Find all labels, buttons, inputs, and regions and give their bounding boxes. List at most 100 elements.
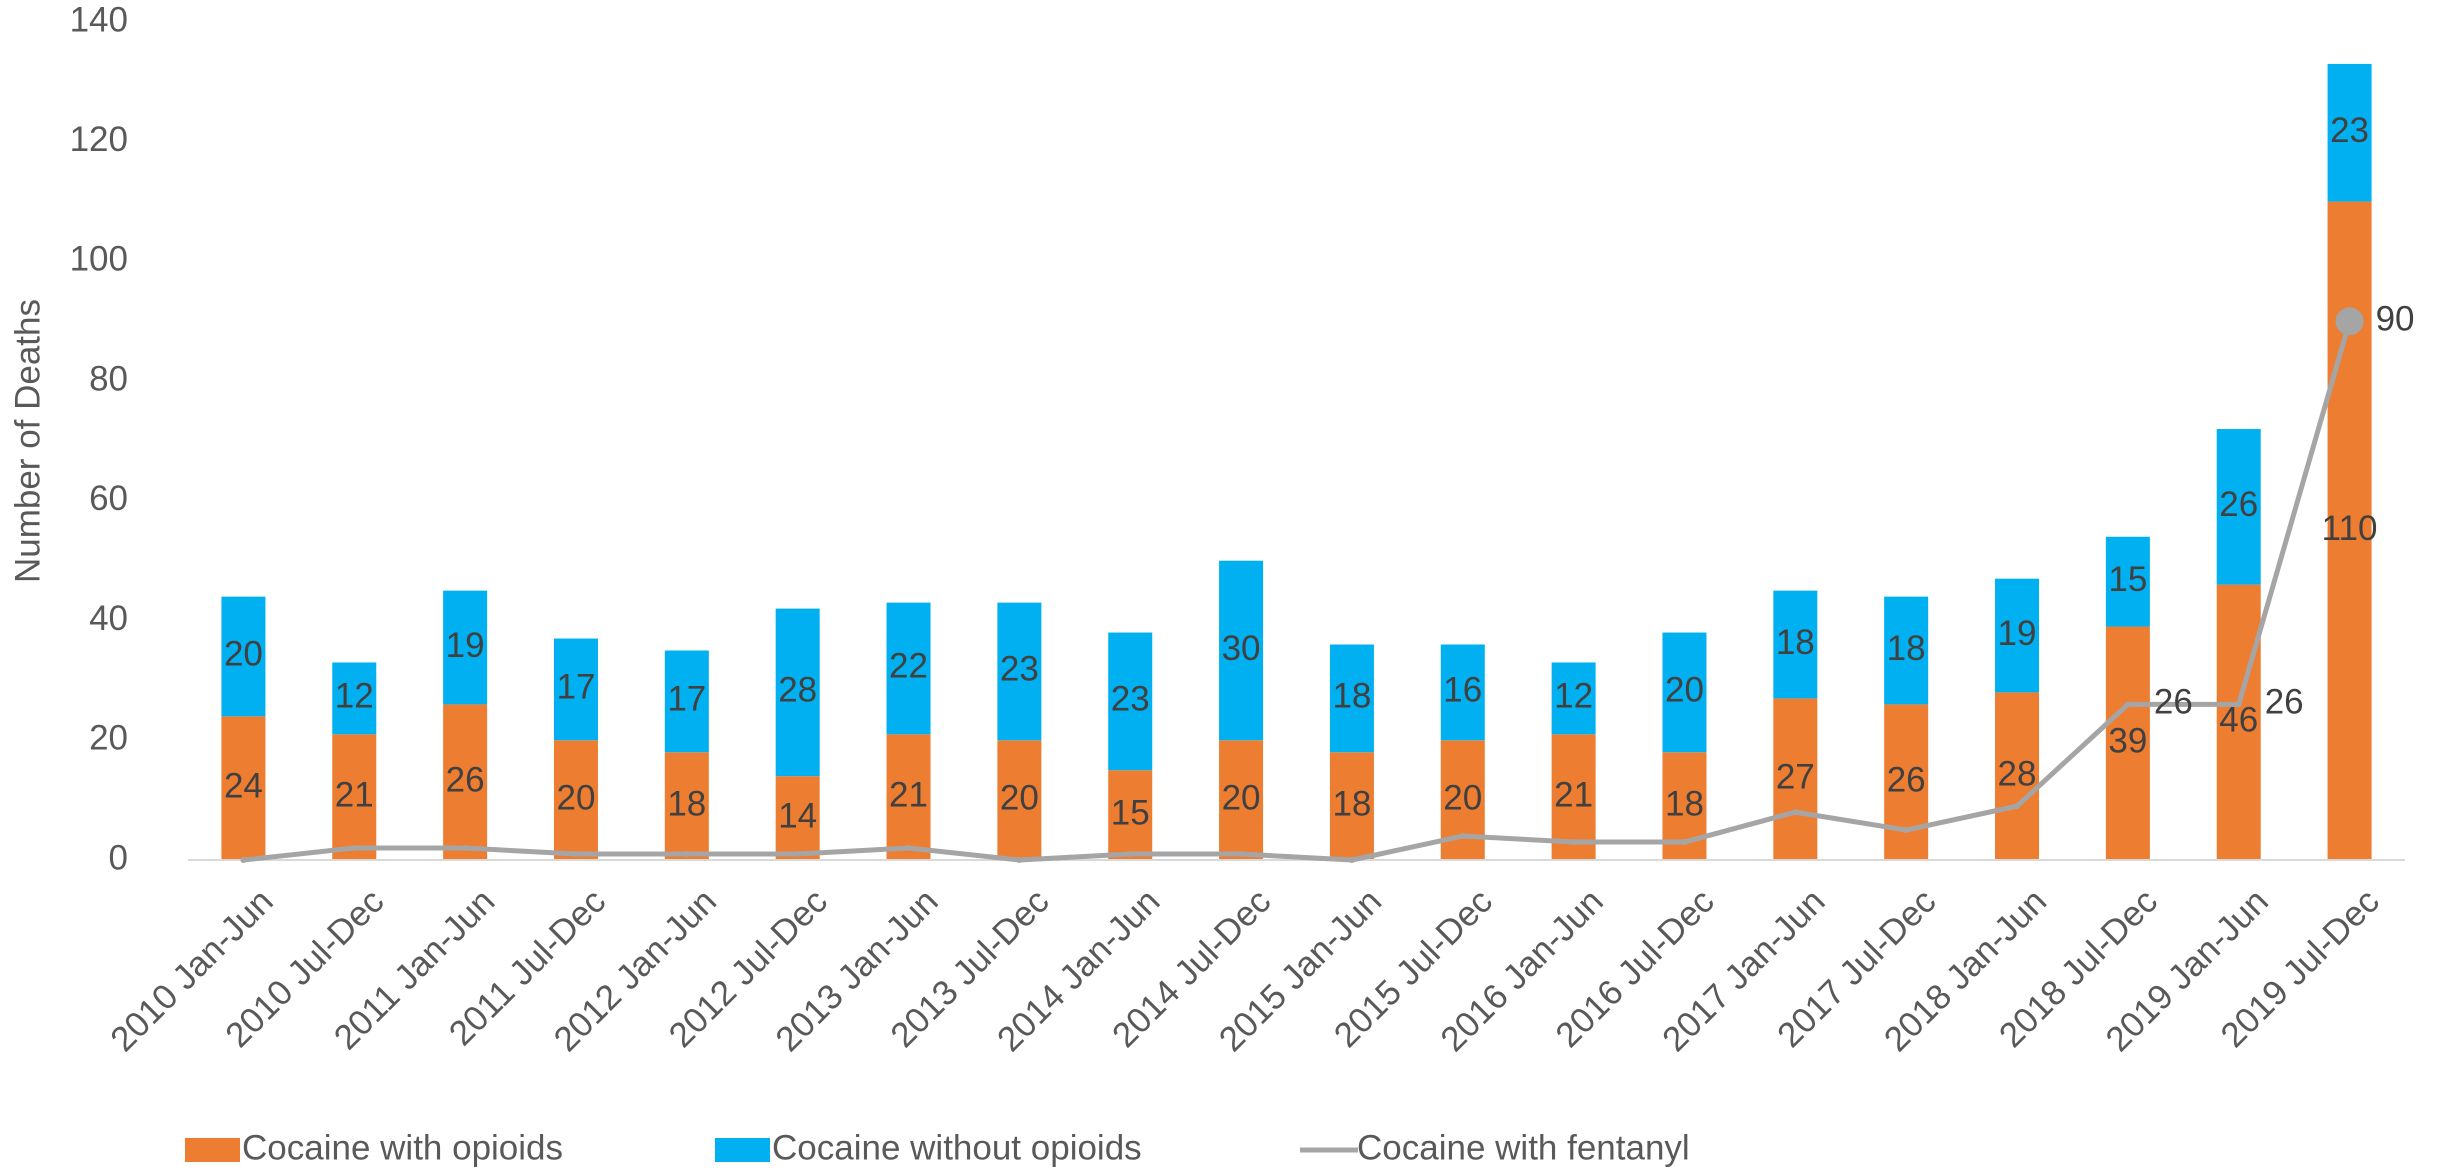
bar-cocaine-without-opioids bbox=[1329, 644, 1374, 753]
line-data-label-cocaine-with-fentanyl: 26 bbox=[2154, 683, 2193, 722]
bar-cocaine-without-opioids bbox=[1551, 662, 1596, 735]
bar-data-label-cocaine-without-opioids: 20 bbox=[224, 635, 263, 674]
line-point-cocaine-with-fentanyl bbox=[2235, 701, 2242, 708]
line-cocaine-with-fentanyl bbox=[240, 318, 2353, 863]
bar-data-label-cocaine-with-opioids: 28 bbox=[1998, 754, 2037, 793]
bar-data-label-cocaine-without-opioids: 17 bbox=[667, 680, 706, 719]
bar-data-label-cocaine-with-opioids: 21 bbox=[889, 775, 928, 814]
bar-data-label-cocaine-without-opioids: 19 bbox=[446, 626, 485, 665]
bar-data-label-cocaine-without-opioids: 28 bbox=[778, 671, 817, 710]
line-point-cocaine-with-fentanyl bbox=[905, 845, 912, 852]
bar-data-label-cocaine-without-opioids: 18 bbox=[1887, 629, 1926, 668]
bar-cocaine-without-opioids bbox=[1995, 578, 2040, 693]
bar-data-label-cocaine-with-opioids: 26 bbox=[1887, 760, 1926, 799]
line-point-cocaine-with-fentanyl bbox=[2014, 803, 2021, 810]
line-point-cocaine-with-fentanyl bbox=[1570, 839, 1577, 846]
bar-data-label-cocaine-with-opioids: 21 bbox=[1554, 775, 1593, 814]
line-point-cocaine-with-fentanyl bbox=[2124, 701, 2131, 708]
line-point-cocaine-with-fentanyl bbox=[1238, 851, 1245, 858]
bar-cocaine-with-opioids bbox=[1108, 770, 1153, 860]
bar-cocaine-with-opioids bbox=[664, 752, 709, 860]
bar-cocaine-with-opioids bbox=[775, 776, 820, 860]
bar-cocaine-without-opioids bbox=[1440, 644, 1485, 741]
bar-data-label-cocaine-with-opioids: 18 bbox=[1332, 784, 1371, 823]
bar-cocaine-without-opioids bbox=[2105, 536, 2150, 627]
bar-cocaine-without-opioids bbox=[221, 596, 266, 717]
bar-cocaine-with-opioids bbox=[221, 716, 266, 860]
bar-cocaine-with-opioids bbox=[332, 734, 377, 860]
line-point-cocaine-with-fentanyl bbox=[683, 851, 690, 858]
bar-cocaine-without-opioids bbox=[1884, 596, 1929, 705]
bar-cocaine-with-opioids bbox=[1995, 692, 2040, 860]
bar-cocaine-without-opioids bbox=[1108, 632, 1153, 771]
line-point-cocaine-with-fentanyl bbox=[2335, 307, 2364, 336]
y-tick-label: 60 bbox=[89, 479, 128, 518]
line-point-cocaine-with-fentanyl bbox=[1348, 857, 1355, 863]
line-point-cocaine-with-fentanyl bbox=[462, 845, 469, 852]
bar-data-label-cocaine-with-opioids: 20 bbox=[557, 778, 596, 817]
bar-data-label-cocaine-with-opioids: 110 bbox=[2322, 509, 2378, 548]
bar-data-label-cocaine-without-opioids: 18 bbox=[1776, 623, 1815, 662]
y-tick-label: 140 bbox=[70, 0, 128, 39]
bar-data-label-cocaine-without-opioids: 20 bbox=[1665, 671, 1704, 710]
bar-data-label-cocaine-with-opioids: 14 bbox=[778, 796, 817, 835]
bar-data-label-cocaine-without-opioids: 12 bbox=[1554, 677, 1593, 716]
bar-data-label-cocaine-with-opioids: 15 bbox=[1111, 793, 1150, 832]
bar-data-label-cocaine-without-opioids: 23 bbox=[1111, 680, 1150, 719]
line-point-cocaine-with-fentanyl bbox=[794, 851, 801, 858]
bar-cocaine-without-opioids bbox=[332, 662, 377, 735]
bar-cocaine-with-opioids bbox=[997, 740, 1042, 860]
bar-cocaine-with-opioids bbox=[1884, 704, 1929, 860]
bar-data-label-cocaine-without-opioids: 23 bbox=[1000, 650, 1039, 689]
legend: Cocaine with opioids Cocaine without opio… bbox=[185, 1128, 1690, 1167]
y-axis-title: Number of Deaths bbox=[8, 299, 47, 583]
bar-cocaine-with-opioids bbox=[1329, 752, 1374, 860]
line-point-cocaine-with-fentanyl bbox=[1016, 857, 1023, 863]
bar-cocaine-with-opioids bbox=[1219, 740, 1264, 860]
bar-data-label-cocaine-with-opioids: 39 bbox=[2108, 722, 2147, 761]
bar-cocaine-with-opioids bbox=[886, 734, 931, 860]
bar-data-label-cocaine-with-opioids: 20 bbox=[1222, 778, 1261, 817]
bar-cocaine-without-opioids bbox=[2216, 429, 2261, 585]
bar-cocaine-without-opioids bbox=[1662, 632, 1707, 753]
bar-cocaine-without-opioids bbox=[1773, 590, 1818, 699]
y-tick-label: 100 bbox=[70, 240, 128, 279]
bar-cocaine-without-opioids bbox=[775, 608, 820, 777]
bar-cocaine-without-opioids bbox=[2327, 63, 2372, 202]
bar-cocaine-without-opioids bbox=[997, 602, 1042, 741]
bar-data-label-cocaine-with-opioids: 18 bbox=[1665, 784, 1704, 823]
bar-data-label-cocaine-without-opioids: 23 bbox=[2330, 111, 2369, 150]
bar-data-label-cocaine-without-opioids: 19 bbox=[1998, 614, 2037, 653]
y-tick-label: 20 bbox=[89, 719, 128, 758]
legend-swatch-cocaine-with-opioids bbox=[185, 1138, 240, 1162]
line-point-cocaine-with-fentanyl bbox=[351, 845, 358, 852]
line-point-cocaine-with-fentanyl bbox=[1792, 809, 1799, 816]
bar-cocaine-without-opioids bbox=[886, 602, 931, 735]
bar-data-label-cocaine-without-opioids: 30 bbox=[1222, 629, 1261, 668]
legend-swatch-cocaine-without-opioids bbox=[715, 1138, 770, 1162]
line-point-cocaine-with-fentanyl bbox=[1459, 833, 1466, 840]
bar-data-label-cocaine-without-opioids: 22 bbox=[889, 647, 928, 686]
bar-data-label-cocaine-with-opioids: 18 bbox=[667, 784, 706, 823]
legend-label-cocaine-without-opioids: Cocaine without opioids bbox=[772, 1128, 1142, 1167]
bar-data-label-cocaine-without-opioids: 18 bbox=[1332, 677, 1371, 716]
bar-data-label-cocaine-with-opioids: 27 bbox=[1776, 757, 1815, 796]
line-point-cocaine-with-fentanyl bbox=[1681, 839, 1688, 846]
bar-data-label-cocaine-without-opioids: 17 bbox=[557, 668, 596, 707]
y-tick-label: 40 bbox=[89, 599, 128, 638]
bar-cocaine-with-opioids bbox=[443, 704, 488, 860]
bar-cocaine-without-opioids bbox=[443, 590, 488, 705]
y-tick-label: 80 bbox=[89, 359, 128, 398]
line-data-label-cocaine-with-fentanyl: 26 bbox=[2265, 683, 2304, 722]
bar-data-label-cocaine-with-opioids: 20 bbox=[1443, 778, 1482, 817]
line-point-cocaine-with-fentanyl bbox=[572, 851, 579, 858]
bars-group bbox=[221, 63, 2372, 861]
legend-label-cocaine-with-fentanyl: Cocaine with fentanyl bbox=[1357, 1128, 1690, 1167]
y-tick-label: 120 bbox=[70, 120, 128, 159]
bar-cocaine-with-opioids bbox=[2216, 584, 2261, 860]
bar-data-label-cocaine-without-opioids: 12 bbox=[335, 677, 374, 716]
legend-label-cocaine-with-opioids: Cocaine with opioids bbox=[242, 1128, 563, 1167]
